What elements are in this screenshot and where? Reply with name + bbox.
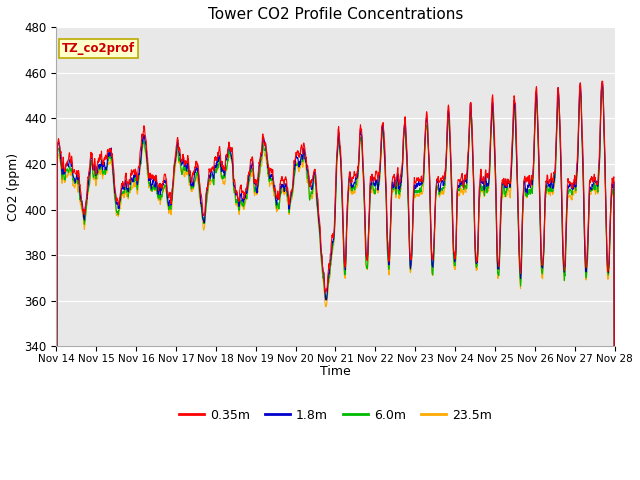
- 23.5m: [599, 88, 607, 94]
- 1.8m: [324, 281, 332, 287]
- 1.8m: [309, 180, 317, 186]
- 23.5m: [81, 223, 88, 228]
- Legend: 0.35m, 1.8m, 6.0m, 23.5m: 0.35m, 1.8m, 6.0m, 23.5m: [173, 404, 497, 427]
- Line: 23.5m: 23.5m: [56, 91, 614, 480]
- Y-axis label: CO2 (ppm): CO2 (ppm): [7, 153, 20, 221]
- Title: Tower CO2 Profile Concentrations: Tower CO2 Profile Concentrations: [208, 7, 463, 22]
- 0.35m: [492, 186, 500, 192]
- Line: 1.8m: 1.8m: [56, 83, 614, 480]
- 23.5m: [595, 188, 602, 193]
- 6.0m: [595, 186, 602, 192]
- 1.8m: [492, 189, 500, 194]
- 23.5m: [492, 196, 500, 202]
- 6.0m: [324, 284, 332, 290]
- 1.8m: [81, 212, 88, 217]
- 23.5m: [309, 191, 317, 196]
- X-axis label: Time: Time: [320, 365, 351, 378]
- 6.0m: [309, 186, 317, 192]
- 6.0m: [595, 179, 602, 184]
- 23.5m: [595, 181, 602, 187]
- 0.35m: [595, 175, 602, 181]
- 1.8m: [595, 179, 602, 184]
- 0.35m: [324, 274, 332, 280]
- Line: 0.35m: 0.35m: [56, 81, 614, 480]
- 6.0m: [599, 84, 607, 90]
- 1.8m: [598, 80, 606, 86]
- 6.0m: [81, 217, 88, 223]
- 0.35m: [309, 173, 317, 179]
- Text: TZ_co2prof: TZ_co2prof: [62, 42, 135, 55]
- 23.5m: [324, 289, 332, 295]
- 0.35m: [595, 168, 602, 173]
- 0.35m: [598, 78, 606, 84]
- Line: 6.0m: 6.0m: [56, 87, 614, 480]
- 1.8m: [595, 172, 602, 178]
- 0.35m: [81, 207, 88, 213]
- 6.0m: [492, 194, 500, 200]
